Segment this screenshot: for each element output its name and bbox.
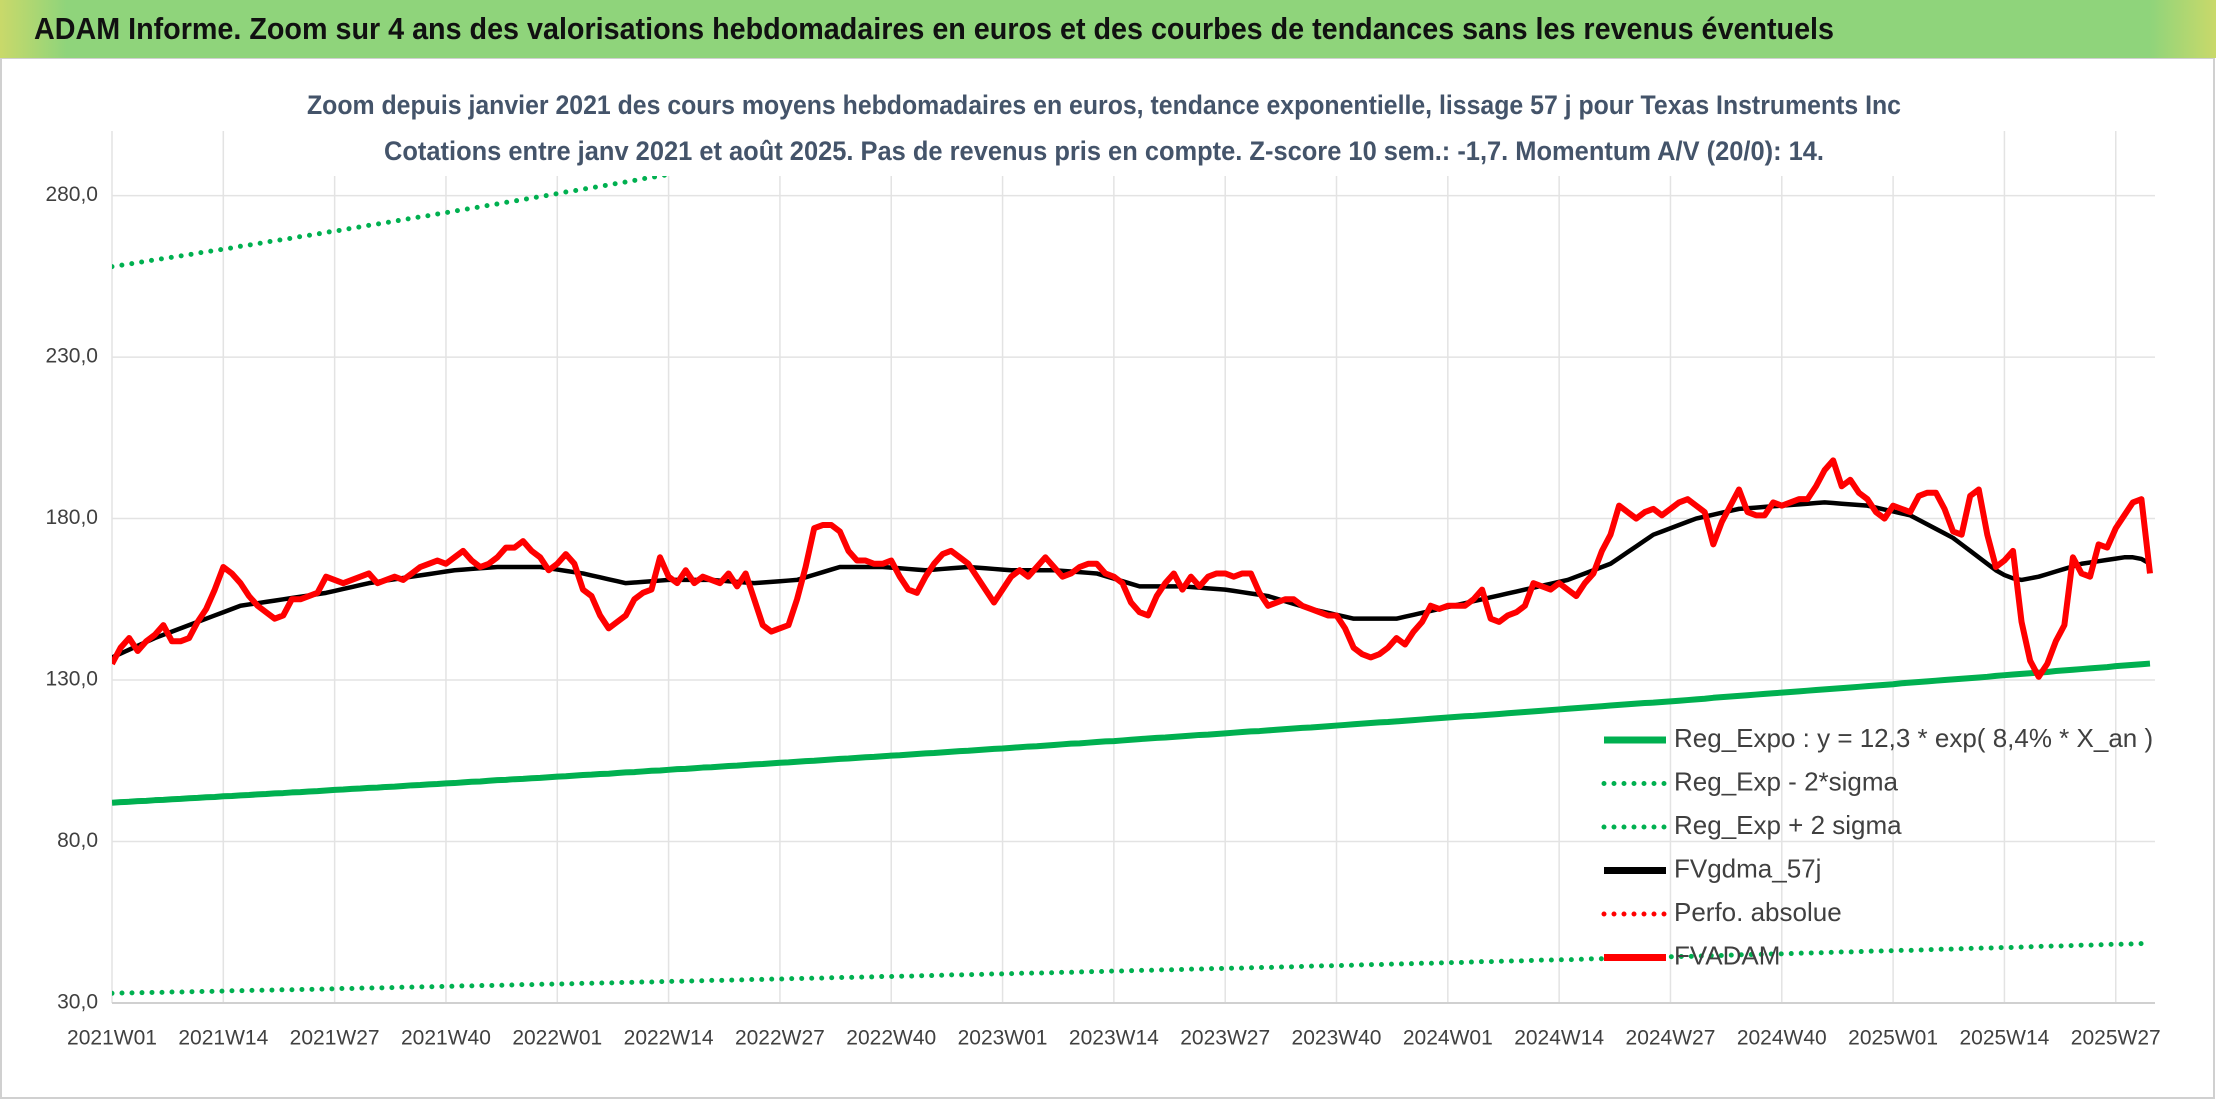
x-tick-label: 2025W27 — [2071, 1027, 2161, 1050]
subtitle-background — [300, 86, 1910, 176]
subtitles: Zoom depuis janvier 2021 des cours moyen… — [300, 86, 1910, 176]
x-tick-label: 2021W14 — [178, 1027, 268, 1050]
subtitle: Zoom depuis janvier 2021 des cours moyen… — [307, 90, 1901, 120]
x-tick-label: 2025W01 — [1848, 1027, 1938, 1050]
x-tick-label: 2022W01 — [512, 1027, 602, 1050]
y-tick-label: 230,0 — [45, 345, 98, 368]
series-line — [112, 500, 2152, 660]
x-tick-label: 2025W14 — [1959, 1027, 2049, 1050]
x-tick-label: 2024W14 — [1514, 1027, 1604, 1050]
y-tick-label: 130,0 — [45, 668, 98, 691]
legend: Reg_Expo : y = 12,3 * exp( 8,4% * X_an )… — [1601, 723, 2153, 970]
legend-label: Reg_Expo : y = 12,3 * exp( 8,4% * X_an ) — [1674, 723, 2153, 753]
y-tick-label: 280,0 — [45, 183, 98, 206]
x-tick-label: 2024W27 — [1626, 1027, 1716, 1050]
x-tick-label: 2021W40 — [401, 1027, 491, 1050]
legend-label: Reg_Exp - 2*sigma — [1674, 766, 1899, 796]
x-tick-label: 2021W01 — [67, 1027, 157, 1050]
legend-label: Reg_Exp + 2 sigma — [1674, 810, 1902, 840]
legend-label: Perfo. absolue — [1674, 897, 1842, 927]
y-tick-label: 30,0 — [57, 991, 98, 1014]
series-line — [112, 940, 2153, 996]
x-tick-label: 2023W01 — [958, 1027, 1048, 1050]
plot-area: 30,0 80,0 130,0 180,0 230,0 280,0 2021W01 2021W… — [45, 131, 2161, 1050]
x-tick-label: 2023W14 — [1069, 1027, 1159, 1050]
y-tick-label: 80,0 — [57, 829, 98, 852]
title-bar — [0, 0, 2216, 58]
chart-title: ADAM Informe. Zoom sur 4 ans des valoris… — [34, 11, 1834, 46]
x-tick-label: 2024W40 — [1737, 1027, 1827, 1050]
legend-label: FVgdma_57j — [1674, 853, 1821, 883]
x-tick-label: 2023W40 — [1292, 1027, 1382, 1050]
series-line — [112, 457, 2153, 680]
subtitle: Cotations entre janv 2021 et août 2025. … — [384, 136, 1824, 166]
x-tick-label: 2023W27 — [1180, 1027, 1270, 1050]
series-line — [112, 660, 2151, 806]
y-tick-label: 180,0 — [45, 506, 98, 529]
x-tick-label: 2022W14 — [624, 1027, 714, 1050]
x-tick-label: 2022W27 — [735, 1027, 825, 1050]
x-tick-label: 2022W40 — [846, 1027, 936, 1050]
x-tick-label: 2024W01 — [1403, 1027, 1493, 1050]
x-tick-label: 2021W27 — [290, 1027, 380, 1050]
legend-label: FVADAM — [1674, 940, 1780, 970]
